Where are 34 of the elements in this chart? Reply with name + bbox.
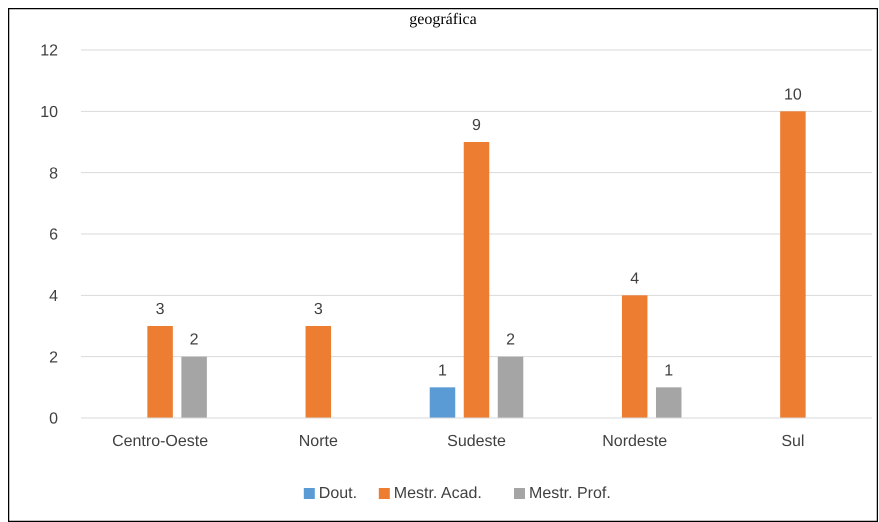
y-tick-label: 8 <box>49 165 58 182</box>
data-label: 1 <box>664 362 674 380</box>
data-label: 3 <box>314 301 323 318</box>
bar <box>306 326 332 418</box>
x-tick-label: Centro-Oeste <box>112 433 208 450</box>
x-tick-label: Sudeste <box>447 433 506 450</box>
data-label: 4 <box>630 270 640 288</box>
bar <box>780 111 806 418</box>
x-tick-label: Sul <box>781 433 804 450</box>
data-label: 9 <box>472 117 482 134</box>
legend-label: Dout. <box>318 485 358 502</box>
y-tick-label: 10 <box>40 104 58 121</box>
y-tick-label: 6 <box>49 226 58 244</box>
y-tick-label: 12 <box>40 42 58 60</box>
y-tick-label: 0 <box>49 410 58 428</box>
chart-title: geográfica <box>409 11 477 28</box>
y-tick-label: 4 <box>49 288 58 305</box>
x-tick-label: Nordeste <box>602 433 668 450</box>
bar <box>656 387 682 418</box>
legend-label: Mestr. Prof. <box>529 485 611 502</box>
bar <box>622 295 648 418</box>
data-label: 2 <box>506 332 516 349</box>
bar <box>181 356 207 418</box>
legend-label: Mestr. Acad. <box>394 485 482 502</box>
data-label: 10 <box>784 86 802 104</box>
data-label: 1 <box>438 362 448 380</box>
bar <box>464 142 490 418</box>
bar <box>430 387 456 418</box>
x-tick-label: Norte <box>298 433 338 450</box>
y-tick-label: 2 <box>49 349 58 366</box>
bar <box>498 356 524 418</box>
data-label: 3 <box>156 301 165 318</box>
bar <box>147 326 173 418</box>
data-label: 2 <box>190 332 199 349</box>
